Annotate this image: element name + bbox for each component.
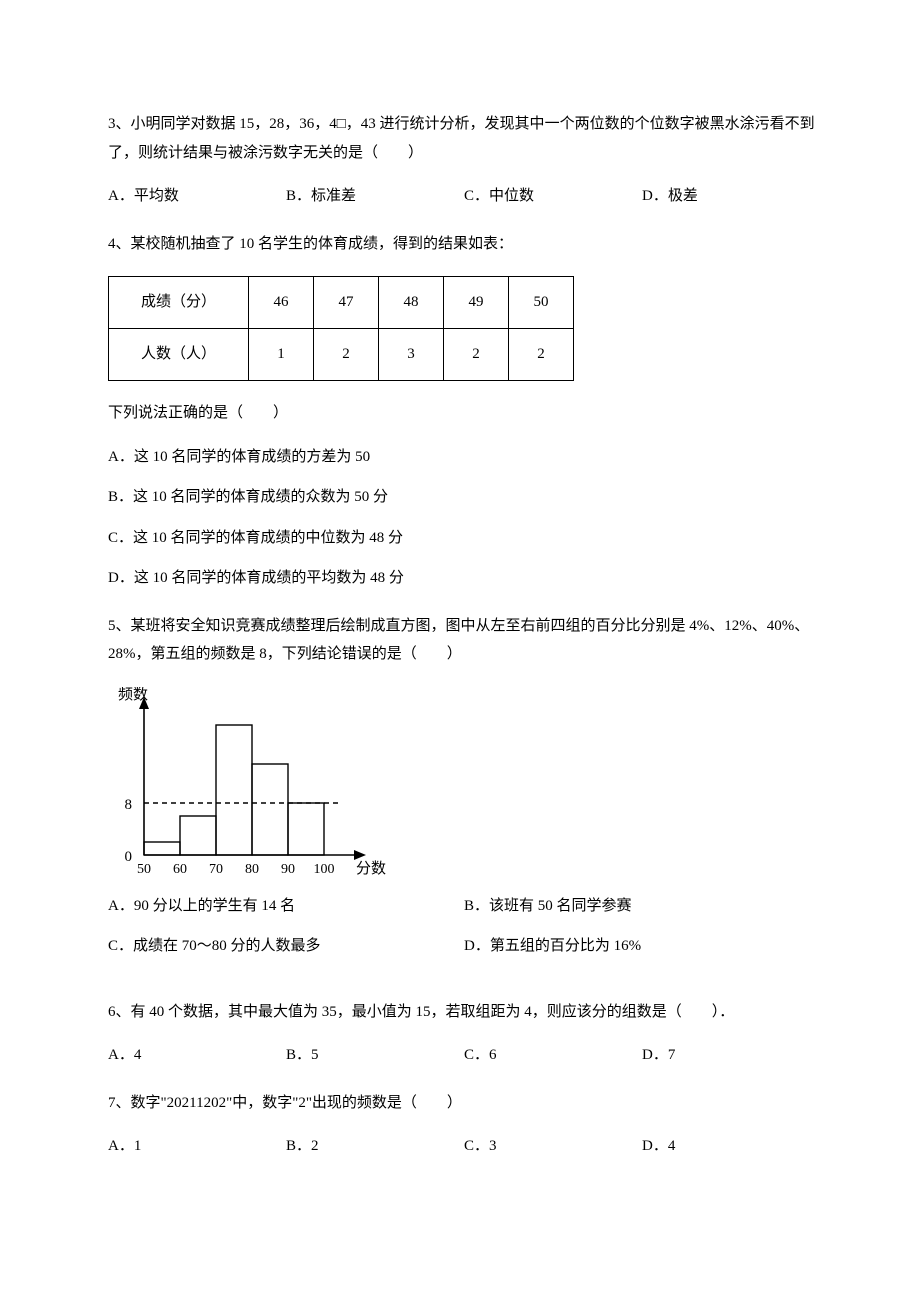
question-7-options: A．1 B．2 C．3 D．4: [108, 1135, 820, 1158]
table-row: 人数（人） 1 2 3 2 2: [109, 329, 574, 381]
option-c: C．成绩在 70～80 分的人数最多: [108, 935, 464, 958]
question-7-text: 7、数字"20211202"中，数字"2"出现的频数是（ ）: [108, 1089, 820, 1118]
question-5-histogram: 0 8 50 60 70 80 90 100 频数分数: [108, 687, 388, 887]
question-5: 5、某班将安全知识竞赛成绩整理后绘制成直方图，图中从左至右前四组的百分比分别是 …: [108, 612, 820, 976]
option-a: A．4: [108, 1044, 286, 1067]
table-row2-head: 人数（人）: [109, 329, 249, 381]
option-b: B．这 10 名同学的体育成绩的众数为 50 分: [108, 486, 820, 509]
svg-text:90: 90: [281, 862, 295, 877]
question-4: 4、某校随机抽查了 10 名学生的体育成绩，得到的结果如表： 成绩（分） 46 …: [108, 230, 820, 590]
table-cell: 46: [249, 277, 314, 329]
option-b: B．5: [286, 1044, 464, 1067]
table-cell: 47: [314, 277, 379, 329]
question-4-table: 成绩（分） 46 47 48 49 50 人数（人） 1 2 3 2 2: [108, 276, 574, 381]
option-a: A．90 分以上的学生有 14 名: [108, 895, 464, 918]
option-d: D．4: [642, 1135, 820, 1158]
question-4-text: 4、某校随机抽查了 10 名学生的体育成绩，得到的结果如表：: [108, 230, 820, 259]
svg-text:0: 0: [125, 849, 133, 865]
table-row1-head: 成绩（分）: [109, 277, 249, 329]
question-4-prompt: 下列说法正确的是（ ）: [108, 399, 820, 428]
option-c: C．这 10 名同学的体育成绩的中位数为 48 分: [108, 527, 820, 550]
question-5-options: A．90 分以上的学生有 14 名 B．该班有 50 名同学参赛 C．成绩在 7…: [108, 895, 820, 976]
option-d: D．极差: [642, 185, 820, 208]
svg-text:100: 100: [314, 862, 335, 877]
table-cell: 49: [444, 277, 509, 329]
option-b: B．标准差: [286, 185, 464, 208]
question-7: 7、数字"20211202"中，数字"2"出现的频数是（ ） A．1 B．2 C…: [108, 1089, 820, 1158]
table-cell: 2: [314, 329, 379, 381]
table-cell: 1: [249, 329, 314, 381]
table-cell: 2: [509, 329, 574, 381]
option-c: C．中位数: [464, 185, 642, 208]
svg-text:分数: 分数: [356, 860, 386, 877]
option-c: C．3: [464, 1135, 642, 1158]
svg-text:80: 80: [245, 862, 259, 877]
question-3-text: 3、小明同学对数据 15，28，36，4□，43 进行统计分析，发现其中一个两位…: [108, 110, 820, 167]
question-6-text: 6、有 40 个数据，其中最大值为 35，最小值为 15，若取组距为 4，则应该…: [108, 998, 820, 1027]
option-b: B．2: [286, 1135, 464, 1158]
svg-text:70: 70: [209, 862, 223, 877]
option-a: A．这 10 名同学的体育成绩的方差为 50: [108, 446, 820, 469]
svg-text:60: 60: [173, 862, 187, 877]
histogram-svg: 0 8 50 60 70 80 90 100 频数分数: [108, 687, 388, 887]
table-row: 成绩（分） 46 47 48 49 50: [109, 277, 574, 329]
option-a: A．平均数: [108, 185, 286, 208]
option-b: B．该班有 50 名同学参赛: [464, 895, 820, 918]
option-a: A．1: [108, 1135, 286, 1158]
question-4-options: A．这 10 名同学的体育成绩的方差为 50 B．这 10 名同学的体育成绩的众…: [108, 446, 820, 590]
svg-text:8: 8: [125, 797, 133, 813]
question-6: 6、有 40 个数据，其中最大值为 35，最小值为 15，若取组距为 4，则应该…: [108, 998, 820, 1067]
table-cell: 3: [379, 329, 444, 381]
question-5-text: 5、某班将安全知识竞赛成绩整理后绘制成直方图，图中从左至右前四组的百分比分别是 …: [108, 612, 820, 669]
svg-text:50: 50: [137, 862, 151, 877]
table-cell: 50: [509, 277, 574, 329]
option-c: C．6: [464, 1044, 642, 1067]
question-3: 3、小明同学对数据 15，28，36，4□，43 进行统计分析，发现其中一个两位…: [108, 110, 820, 208]
option-d: D．这 10 名同学的体育成绩的平均数为 48 分: [108, 567, 820, 590]
question-3-options: A．平均数 B．标准差 C．中位数 D．极差: [108, 185, 820, 208]
table-cell: 48: [379, 277, 444, 329]
table-cell: 2: [444, 329, 509, 381]
question-6-options: A．4 B．5 C．6 D．7: [108, 1044, 820, 1067]
option-d: D．7: [642, 1044, 820, 1067]
svg-text:频数: 频数: [118, 687, 148, 703]
option-d: D．第五组的百分比为 16%: [464, 935, 820, 958]
